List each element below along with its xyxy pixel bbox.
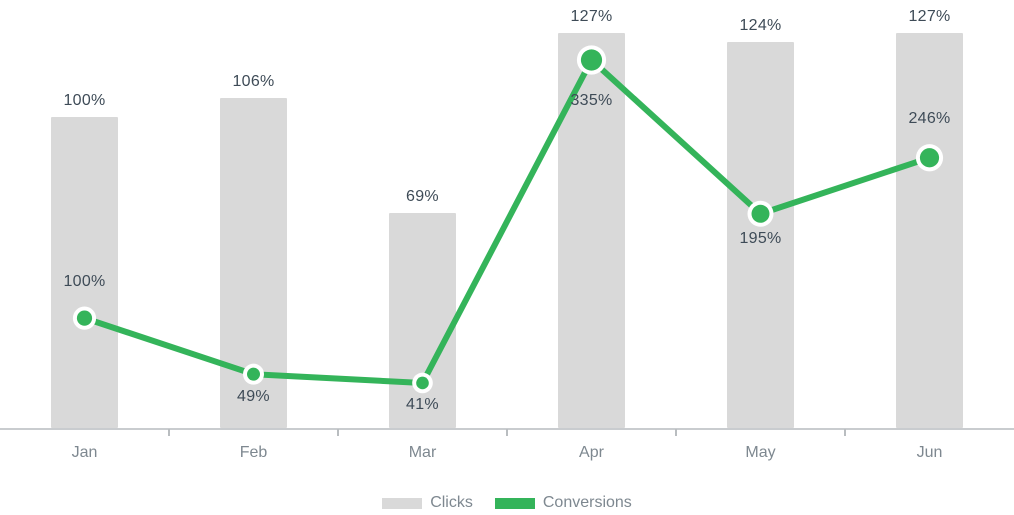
x-label-apr: Apr [579, 444, 604, 461]
bar-value-label-mar: 69% [406, 188, 439, 206]
bar-feb[interactable] [220, 98, 287, 428]
x-label-jun: Jun [916, 444, 943, 461]
bar-value-label-feb: 106% [232, 73, 275, 91]
chart-legend: Clicks Conversions [0, 494, 1014, 512]
legend-label-clicks: Clicks [430, 494, 473, 511]
bar-jun[interactable] [896, 33, 963, 428]
point-value-label-apr: 335% [570, 92, 613, 109]
axis-tick [506, 429, 508, 436]
point-value-label-mar: 41% [406, 396, 439, 413]
clicks-swatch-icon [382, 497, 423, 509]
x-label-feb: Feb [239, 444, 268, 461]
conversions-swatch-icon [494, 497, 535, 509]
axis-tick [337, 429, 339, 436]
legend-item-conversions[interactable]: Conversions [494, 494, 632, 512]
x-label-may: May [745, 444, 776, 461]
bar-value-label-may: 124% [739, 17, 782, 35]
x-label-mar: Mar [408, 444, 437, 461]
bar-value-label-jan: 100% [63, 91, 106, 109]
point-value-label-jun: 246% [908, 110, 951, 127]
point-value-label-feb: 49% [237, 388, 270, 405]
bar-value-label-jun: 127% [908, 8, 951, 25]
point-value-label-may: 195% [739, 230, 782, 247]
x-label-jan: Jan [71, 444, 98, 461]
bar-value-label-apr: 127% [570, 8, 613, 25]
axis-tick [168, 429, 170, 436]
conversions-line [81, 57, 933, 386]
legend-label-conversions: Conversions [542, 494, 632, 511]
point-value-label-jan: 100% [63, 273, 106, 290]
axis-tick [844, 429, 846, 436]
axis-tick [675, 429, 677, 436]
legend-item-clicks[interactable]: Clicks [382, 494, 473, 512]
